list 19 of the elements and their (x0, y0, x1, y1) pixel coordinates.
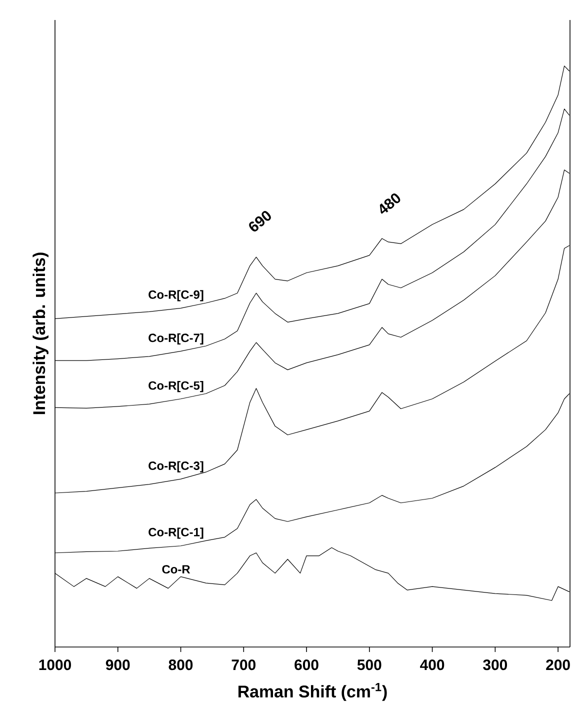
annotation: 690 (249, 211, 271, 232)
series-label: Co-R[C-7] (148, 333, 204, 344)
x-tick-label: 700 (232, 660, 256, 670)
series-label: Co-R[C-1] (148, 528, 204, 539)
x-tick-label: 800 (168, 660, 193, 670)
x-tick-label: 600 (294, 660, 318, 670)
y-axis-title: Intensity (arb. units) (32, 252, 48, 414)
series-label: Co-R[C-9] (148, 290, 204, 302)
series-label: Co-R[C-3] (148, 461, 204, 472)
series-label: Co-R (162, 565, 190, 574)
x-tick-label: 500 (357, 660, 382, 670)
x-tick-label: 900 (106, 660, 130, 670)
x-tick-label: 400 (420, 660, 444, 670)
x-tick-label: 1000 (39, 660, 71, 670)
x-tick-label: 200 (546, 660, 570, 670)
x-tick-label: 300 (483, 660, 508, 670)
x-axis-title: Raman Shift (cm$^{-1}$) (238, 682, 387, 701)
series-label: Co-R[C-5] (148, 381, 204, 392)
annotation: 480 (380, 193, 400, 214)
